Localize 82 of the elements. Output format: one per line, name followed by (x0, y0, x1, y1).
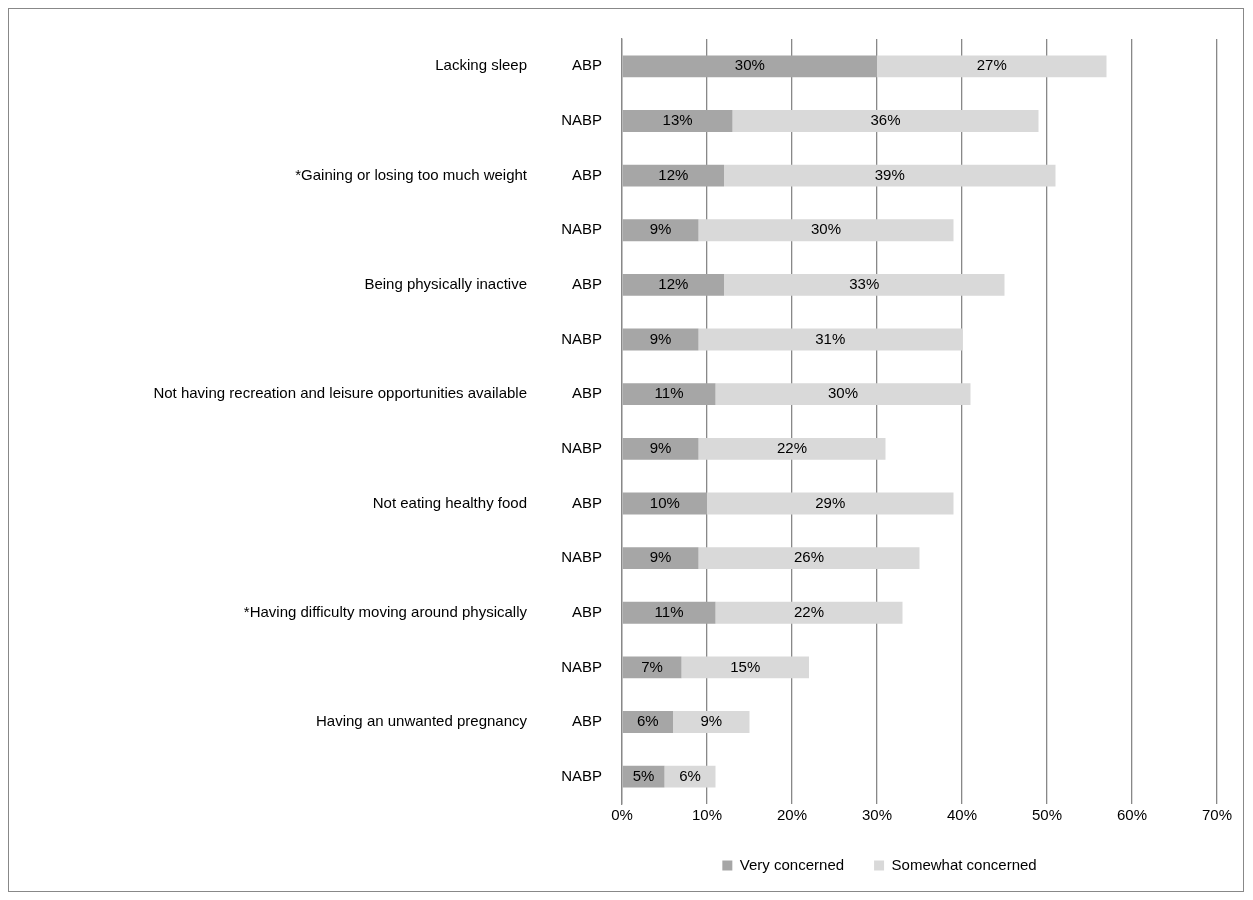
y-tick-label: NABP (561, 657, 602, 675)
bar (622, 656, 682, 679)
data-label: 30% (810, 220, 842, 238)
data-label: 30% (734, 56, 765, 74)
x-tick-label: 0% (611, 806, 633, 824)
bar (622, 273, 724, 296)
y-tick-label: NABP (561, 548, 602, 566)
x-tick-label: 40% (946, 806, 978, 824)
data-label: 9% (649, 438, 672, 456)
data-label: 7% (641, 657, 663, 675)
x-tick-label: 60% (1116, 806, 1148, 824)
bar (724, 273, 1005, 296)
text: Lacking sleep (435, 56, 527, 74)
y-tick-label: NABP (561, 220, 602, 238)
bar (622, 437, 699, 460)
bar (732, 110, 1039, 132)
data-label: 31% (815, 329, 846, 347)
bar (622, 601, 716, 624)
bar (622, 164, 724, 187)
x-tick-label: 70% (1201, 806, 1233, 824)
bar (622, 383, 716, 406)
legend-label: Somewhat concerned (891, 855, 1037, 873)
data-label: 12% (658, 275, 689, 293)
data-label: 10% (649, 493, 680, 511)
y-tick-label: ABP (571, 275, 602, 293)
data-label: 15% (730, 657, 761, 675)
data-label: 9% (700, 712, 723, 730)
y-tick-label: ABP (571, 602, 602, 620)
text: Having an unwanted pregnancy (316, 712, 528, 730)
data-label: 22% (776, 438, 808, 456)
y-tick-label: NABP (561, 766, 602, 784)
y-tick-label: ABP (571, 165, 602, 183)
data-label: 6% (679, 766, 701, 784)
data-label: 33% (849, 275, 880, 293)
data-label: 6% (636, 712, 659, 730)
data-label: 9% (649, 329, 672, 347)
y-tick-label: ABP (571, 384, 602, 402)
y-tick-label: ABP (571, 493, 602, 511)
y-tick-label: ABP (571, 56, 602, 74)
bar (698, 328, 962, 351)
bar (622, 55, 877, 78)
data-label: 39% (874, 165, 905, 183)
text: Not having recreation and leisure opportunities available (153, 384, 527, 402)
y-tick-label: ABP (571, 712, 602, 730)
data-label: 11% (654, 602, 684, 620)
bar (673, 711, 750, 733)
data-label: 11% (654, 384, 684, 402)
x-tick-label: 30% (861, 806, 893, 824)
legend-label: Very concerned (739, 855, 845, 873)
x-tick-label: 20% (776, 806, 808, 824)
text: *Having difficulty moving around physically (243, 602, 528, 620)
bar (724, 164, 1056, 187)
data-label: 30% (827, 384, 859, 402)
bar (715, 601, 903, 624)
data-label: 29% (815, 493, 846, 511)
data-label: 36% (870, 111, 901, 129)
bar (877, 55, 1107, 78)
bar (698, 547, 920, 570)
y-tick-label: NABP (561, 329, 602, 347)
data-label: 9% (649, 548, 672, 566)
data-label: 26% (793, 548, 825, 566)
bar (698, 437, 886, 460)
text: *Gaining or losing too much weight (295, 165, 528, 183)
data-label: 12% (658, 165, 689, 183)
bar (622, 547, 699, 570)
data-label: 27% (976, 56, 1007, 74)
bar (698, 219, 954, 242)
data-label: 22% (793, 602, 825, 620)
bar (707, 492, 954, 515)
data-label: 13% (662, 111, 693, 129)
data-label: 9% (649, 220, 672, 238)
x-tick-label: 50% (1031, 806, 1063, 824)
bar (715, 383, 971, 406)
text: Being physically inactive (364, 275, 527, 293)
x-tick-label: 10% (691, 806, 723, 824)
bar (681, 656, 809, 679)
y-tick-label: NABP (561, 438, 602, 456)
y-tick-label: NABP (561, 111, 602, 129)
bar (622, 219, 699, 242)
data-label: 5% (632, 766, 655, 784)
bar (622, 110, 733, 132)
text: Not eating healthy food (372, 493, 527, 511)
